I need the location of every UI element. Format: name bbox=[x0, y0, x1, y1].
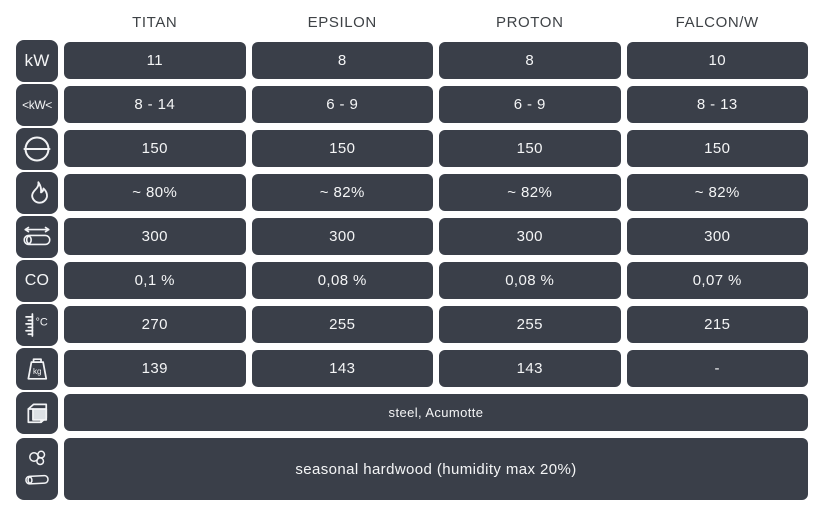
value-tile: 139 bbox=[64, 350, 246, 387]
row-label-co-emission: CO bbox=[16, 259, 58, 302]
value-tile: 150 bbox=[64, 130, 246, 167]
weight-icon: kg bbox=[16, 347, 58, 390]
thermometer-icon: °C bbox=[16, 303, 58, 346]
value-tile: 10 bbox=[626, 42, 808, 79]
kw-range-icon: <kW< bbox=[16, 83, 58, 126]
co-icon: CO bbox=[16, 259, 58, 302]
kw-icon-label: kW bbox=[24, 50, 50, 70]
thermometer-unit-label: °C bbox=[35, 316, 47, 328]
value-tile: 300 bbox=[251, 218, 433, 255]
column-header: FALCON/W bbox=[675, 13, 759, 31]
column-header: TITAN bbox=[132, 13, 178, 31]
value-tile: ~ 80% bbox=[64, 174, 246, 211]
value-tile: ~ 82% bbox=[626, 174, 808, 211]
value-tile: 215 bbox=[626, 306, 808, 343]
row-label-flue-diameter bbox=[16, 127, 58, 170]
value-tile: 6 - 9 bbox=[251, 86, 433, 123]
value-tile: 6 - 9 bbox=[439, 86, 621, 123]
flame-icon bbox=[16, 171, 58, 214]
value-tile: 11 bbox=[64, 42, 246, 79]
value-tile: 150 bbox=[251, 130, 433, 167]
fuel-value-tile: seasonal hardwood (humidity max 20%) bbox=[64, 438, 808, 500]
row-label-fuel bbox=[16, 438, 58, 500]
diameter-icon bbox=[16, 127, 58, 170]
value-tile: ~ 82% bbox=[439, 174, 621, 211]
row-label-nominal-power: kW bbox=[16, 39, 58, 82]
kw-icon: kW bbox=[16, 39, 58, 82]
log-length-icon bbox=[16, 215, 58, 258]
row-label-power-range: <kW< bbox=[16, 83, 58, 126]
value-tile: 0,1 % bbox=[64, 262, 246, 299]
row-label-weight: kg bbox=[16, 347, 58, 390]
row-label-log-length bbox=[16, 215, 58, 258]
material-value-tile: steel, Acumotte bbox=[64, 394, 808, 431]
value-tile: 300 bbox=[64, 218, 246, 255]
value-tile: 300 bbox=[626, 218, 808, 255]
kw-range-icon-label: <kW< bbox=[22, 97, 52, 112]
value-tile: 8 bbox=[439, 42, 621, 79]
weight-unit-label: kg bbox=[33, 367, 42, 376]
row-label-material bbox=[16, 391, 58, 434]
value-tile: 0,08 % bbox=[251, 262, 433, 299]
value-tile: 8 bbox=[251, 42, 433, 79]
row-label-flue-gas-temperature: °C bbox=[16, 303, 58, 346]
value-tile: 255 bbox=[439, 306, 621, 343]
value-tile: 8 - 14 bbox=[64, 86, 246, 123]
value-tile: 0,07 % bbox=[626, 262, 808, 299]
value-tile: 143 bbox=[251, 350, 433, 387]
wood-fuel-icon bbox=[16, 438, 58, 500]
row-label-efficiency bbox=[16, 171, 58, 214]
firebox-icon bbox=[16, 391, 58, 434]
header-spacer bbox=[16, 9, 58, 35]
value-tile: 300 bbox=[439, 218, 621, 255]
spec-table: TITAN EPSILON PROTON FALCON/W kW 11 8 8 … bbox=[16, 9, 808, 500]
value-tile: 143 bbox=[439, 350, 621, 387]
value-tile: - bbox=[626, 350, 808, 387]
value-tile: 150 bbox=[626, 130, 808, 167]
column-header: EPSILON bbox=[307, 13, 377, 31]
value-tile: 0,08 % bbox=[439, 262, 621, 299]
value-tile: 270 bbox=[64, 306, 246, 343]
column-header: PROTON bbox=[496, 13, 564, 31]
co-icon-label: CO bbox=[24, 271, 50, 289]
value-tile: ~ 82% bbox=[251, 174, 433, 211]
value-tile: 8 - 13 bbox=[626, 86, 808, 123]
value-tile: 255 bbox=[251, 306, 433, 343]
value-tile: 150 bbox=[439, 130, 621, 167]
